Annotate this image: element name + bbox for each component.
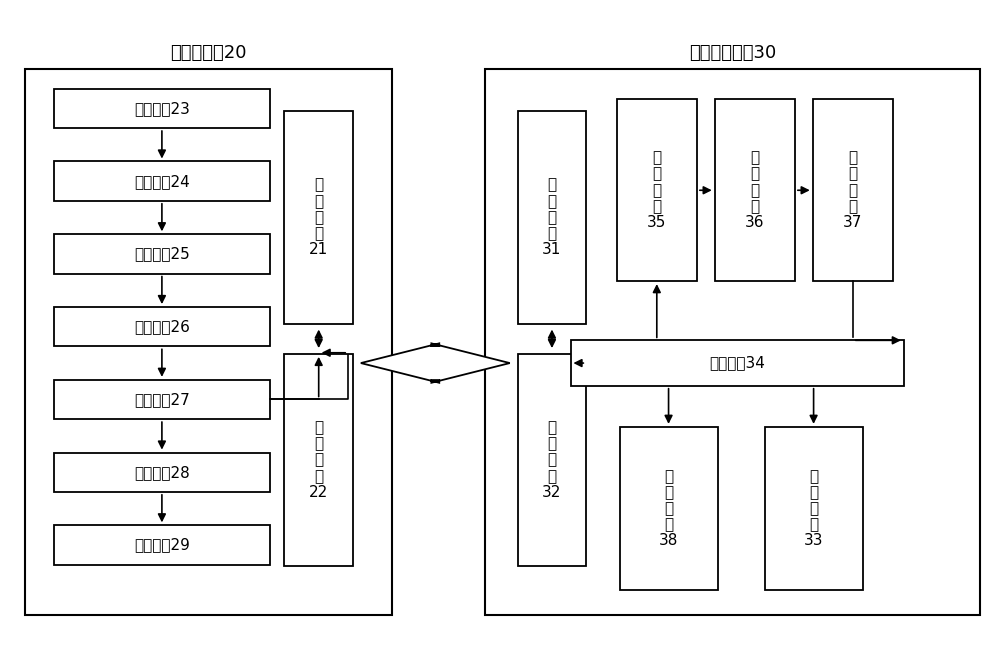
Polygon shape <box>361 344 510 383</box>
Text: 判断模块25: 判断模块25 <box>134 246 190 261</box>
Text: 生成模块24: 生成模块24 <box>134 173 190 188</box>
Bar <box>54 89 270 128</box>
Bar <box>54 379 270 419</box>
Text: 存
储
模
块
35: 存 储 模 块 35 <box>647 151 666 230</box>
Text: 客户端主机20: 客户端主机20 <box>170 44 247 62</box>
Text: 分割模块26: 分割模块26 <box>134 319 190 334</box>
Text: 智能密钥设备30: 智能密钥设备30 <box>689 44 776 62</box>
Text: 添加模块29: 添加模块29 <box>134 537 190 552</box>
Text: 签
名
模
块
38: 签 名 模 块 38 <box>659 469 678 548</box>
Bar <box>485 69 980 615</box>
Bar <box>54 234 270 274</box>
Bar <box>54 307 270 346</box>
Bar <box>518 111 586 323</box>
Bar <box>571 340 904 386</box>
Text: 运
算
模
块
33: 运 算 模 块 33 <box>804 469 823 548</box>
Text: 接
口
模
块
21: 接 口 模 块 21 <box>309 177 328 258</box>
Text: 通
讯
模
块
32: 通 讯 模 块 32 <box>542 420 562 500</box>
Bar <box>813 99 893 281</box>
Text: 显
示
模
块
36: 显 示 模 块 36 <box>745 151 765 230</box>
Text: 标记模块27: 标记模块27 <box>134 392 190 407</box>
Bar <box>284 111 353 323</box>
Bar <box>715 99 795 281</box>
Bar <box>617 99 697 281</box>
Text: 通
讯
模
块
22: 通 讯 模 块 22 <box>309 420 328 500</box>
Bar <box>620 426 718 591</box>
Bar <box>25 69 392 615</box>
Bar <box>518 354 586 566</box>
Text: 输入模块23: 输入模块23 <box>134 101 190 116</box>
Bar <box>54 162 270 201</box>
Bar <box>765 426 863 591</box>
Text: 判断模块34: 判断模块34 <box>709 355 765 370</box>
Bar <box>284 354 353 566</box>
Text: 接
口
模
块
31: 接 口 模 块 31 <box>542 177 562 258</box>
Text: 解析模块28: 解析模块28 <box>134 465 190 480</box>
Text: 输
入
模
块
37: 输 入 模 块 37 <box>843 151 862 230</box>
Bar <box>54 452 270 492</box>
Bar <box>54 526 270 565</box>
